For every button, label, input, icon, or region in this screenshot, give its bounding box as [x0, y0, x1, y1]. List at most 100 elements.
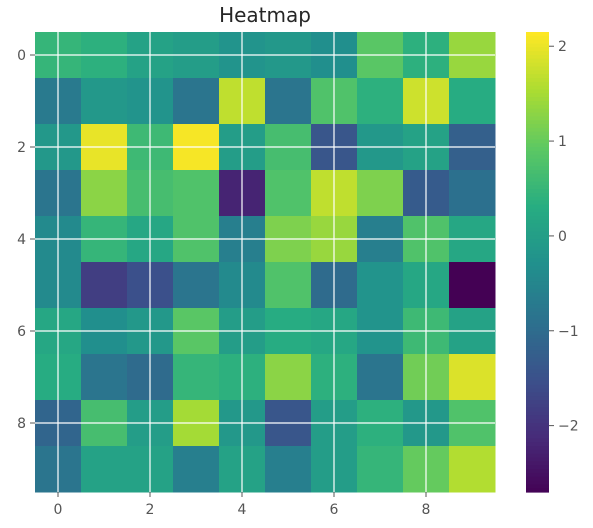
colorbar-segment: [526, 465, 549, 470]
colorbar-segment: [526, 62, 549, 68]
colorbar-segment: [526, 227, 549, 232]
heatmap-cell: [173, 446, 220, 493]
colorbar-segment: [526, 250, 549, 255]
colorbar-segment: [526, 281, 549, 286]
heatmap-cell: [265, 170, 312, 217]
colorbar-segment: [526, 361, 549, 367]
colorbar-segment: [526, 434, 549, 439]
x-axis: 0 2 4 6 8: [54, 492, 431, 518]
colorbar-segment: [526, 89, 549, 94]
heatmap-cell: [265, 446, 312, 493]
colorbar-segment: [526, 112, 549, 117]
heatmap-cell: [81, 262, 128, 309]
heatmap-cell: [357, 446, 404, 493]
colorbar-segment: [526, 265, 549, 271]
colorbar-segment: [526, 426, 549, 432]
colorbar-segment: [526, 120, 549, 125]
colorbar-segment: [526, 66, 549, 71]
colorbar-segment: [526, 166, 549, 171]
colorbar-segment: [526, 127, 549, 133]
heatmap-cell: [173, 170, 220, 217]
colorbar-segment: [526, 173, 549, 179]
colorbar-segment: [526, 300, 549, 305]
colorbar-segment: [526, 231, 549, 236]
colorbar-segment: [526, 239, 549, 244]
colorbar-segment: [526, 415, 549, 420]
heatmap-cell: [81, 170, 128, 217]
colorbar-segment: [526, 43, 549, 48]
colorbar-segment: [526, 104, 549, 110]
heatmap-cell: [81, 78, 128, 125]
y-tick-label: 8: [17, 416, 26, 432]
colorbar-segment: [526, 338, 549, 344]
colorbar-segment: [526, 39, 549, 45]
heatmap-cell: [449, 78, 496, 125]
colorbar-segment: [526, 488, 549, 493]
colorbar-segment: [526, 311, 549, 317]
heatmap-cell: [357, 354, 404, 401]
colorbar-segment: [526, 273, 549, 278]
colorbar-segment: [526, 411, 549, 416]
colorbar-tick-label: 0: [558, 229, 567, 245]
y-tick-label: 2: [17, 140, 26, 156]
colorbar-segment: [526, 354, 549, 359]
colorbar-segment: [526, 453, 549, 459]
colorbar-tick-label: −1: [558, 324, 579, 340]
colorbar-segment: [526, 308, 549, 313]
colorbar-segment: [526, 246, 549, 252]
y-tick-label: 0: [17, 48, 26, 64]
colorbar-segment: [526, 78, 549, 83]
colorbar-segment: [526, 131, 549, 137]
colorbar-segment: [526, 469, 549, 474]
x-tick-label: 0: [54, 502, 63, 518]
heatmap-cell: [173, 262, 220, 309]
heatmap-cell: [449, 354, 496, 401]
colorbar-segment: [526, 327, 549, 332]
colorbar-tick-label: 1: [558, 134, 567, 150]
colorbar-segment: [526, 419, 549, 424]
colorbar-segment: [526, 384, 549, 390]
colorbar-segment: [526, 334, 549, 340]
x-tick-label: 8: [422, 502, 431, 518]
colorbar-segment: [526, 377, 549, 382]
chart-title: Heatmap: [219, 3, 311, 27]
colorbar-segment: [526, 154, 549, 160]
colorbar-segment: [526, 108, 549, 114]
colorbar-segment: [526, 262, 549, 267]
y-tick-label: 6: [17, 324, 26, 340]
heatmap-cell: [265, 354, 312, 401]
colorbar-segment: [526, 446, 549, 451]
colorbar-segment: [526, 365, 549, 370]
x-tick-label: 4: [238, 502, 247, 518]
colorbar-segment: [526, 480, 549, 485]
colorbar-segment: [526, 396, 549, 401]
heatmap-cell: [449, 262, 496, 309]
colorbar-segment: [526, 216, 549, 221]
colorbar-segment: [526, 315, 549, 321]
colorbar-segment: [526, 32, 549, 37]
colorbar-segment: [526, 200, 549, 206]
heatmap-cell: [173, 78, 220, 125]
colorbar-segment: [526, 323, 549, 328]
colorbar-segment: [526, 296, 549, 301]
heatmap-cell: [449, 170, 496, 217]
colorbar-segment: [526, 369, 549, 374]
colorbar-segment: [526, 269, 549, 275]
colorbar-segment: [526, 277, 549, 282]
heatmap-cell: [265, 78, 312, 125]
colorbar-segment: [526, 177, 549, 183]
heatmap-cell: [357, 170, 404, 217]
colorbar-segment: [526, 288, 549, 294]
colorbar-segment: [526, 189, 549, 194]
colorbar-segment: [526, 181, 549, 186]
colorbar-segment: [526, 55, 549, 60]
colorbar-segment: [526, 204, 549, 209]
colorbar-segment: [526, 319, 549, 324]
colorbar-segment: [526, 442, 549, 447]
heatmap-cell: [81, 354, 128, 401]
heatmap-cell: [173, 354, 220, 401]
colorbar-segment: [526, 423, 549, 428]
colorbar-segment: [526, 484, 549, 489]
colorbar-segment: [526, 162, 549, 167]
colorbar-tick-label: −2: [558, 419, 579, 435]
